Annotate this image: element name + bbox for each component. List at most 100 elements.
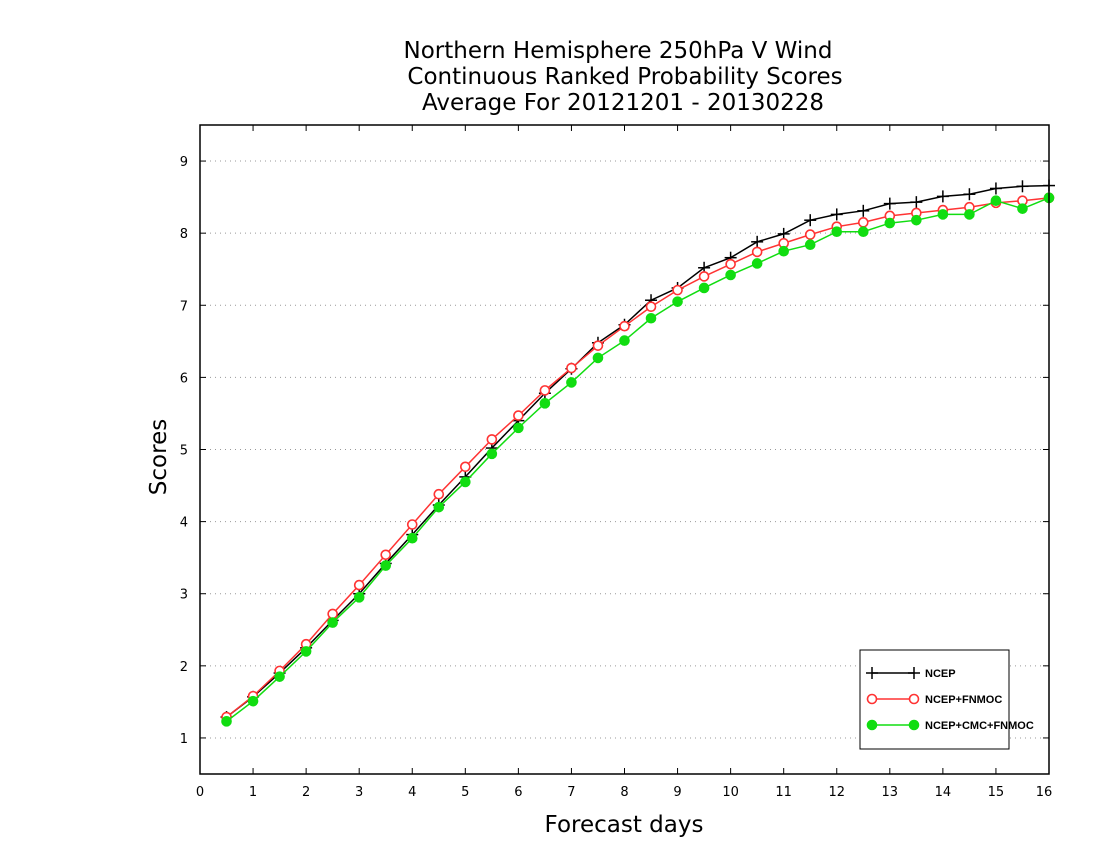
data-point-ncep-cmc-fnmoc [937,209,949,220]
data-point-ncep-fnmoc [460,461,471,473]
data-point-ncep [1016,180,1029,193]
data-point-ncep-fnmoc [672,284,683,296]
legend-marker-ncep [866,667,878,679]
series-line-ncep-fnmoc [226,197,1050,718]
x-tick-label: 2 [302,785,310,800]
data-point-ncep [830,208,843,221]
data-point-ncep-cmc-fnmoc [751,258,763,269]
x-tick-label: 6 [514,785,522,800]
legend-marker-ncep-fnmoc [866,693,878,705]
y-tick-label: 6 [180,371,188,386]
series-ncep [220,179,1055,724]
legend-marker-ncep [908,667,920,679]
series-layer [220,179,1055,727]
data-point-ncep-fnmoc [804,229,816,240]
series-ncep-cmc-fnmoc [221,192,1055,727]
y-tick-label: 5 [180,444,188,459]
data-point-ncep-cmc-fnmoc [513,422,524,434]
data-point-ncep-fnmoc [353,579,365,591]
x-tick-label: 4 [408,785,416,800]
legend-marker-ncep-fnmoc [908,693,920,705]
data-point-ncep-cmc-fnmoc [592,352,604,364]
data-point-ncep [883,197,896,210]
data-point-ncep-cmc-fnmoc [964,209,975,220]
y-tick-label: 4 [180,516,188,531]
data-point-ncep [804,214,817,227]
data-point-ncep-cmc-fnmoc [884,217,896,229]
x-tick-label: 14 [935,785,952,800]
data-point-ncep-cmc-fnmoc [725,269,736,281]
data-point-ncep-cmc-fnmoc [645,312,657,324]
x-tick-label: 9 [673,785,681,800]
plot-frame [199,124,1050,775]
data-point-ncep-fnmoc [592,340,604,351]
data-point-ncep-cmc-fnmoc [1017,203,1028,214]
x-tick-label: 12 [828,785,845,800]
legend: NCEP NCEP+FNMOC NCEP+CMC+FNMOC [859,649,1034,750]
data-point-ncep-fnmoc [406,519,418,530]
data-point-ncep-cmc-fnmoc [619,335,630,346]
data-point-ncep-fnmoc [751,246,763,258]
data-point-ncep-fnmoc [380,549,392,561]
y-tick-label: 8 [180,227,188,242]
data-point-ncep-cmc-fnmoc [911,214,922,226]
x-tick-label: 0 [196,785,204,800]
data-point-ncep-cmc-fnmoc [406,532,418,544]
data-point-ncep-fnmoc [486,434,498,445]
data-point-ncep-fnmoc [433,488,445,500]
x-tick-label: 15 [988,785,1005,800]
data-point-ncep-fnmoc [857,217,869,228]
chart-title-line-2: Continuous Ranked Probability Scores [407,64,842,90]
data-point-ncep-cmc-fnmoc [327,617,338,628]
y-tick-label: 7 [180,299,188,314]
data-point-ncep-cmc-fnmoc [698,282,710,294]
data-point-ncep-cmc-fnmoc [539,398,551,409]
data-point-ncep [857,204,870,217]
data-point-ncep-fnmoc [566,362,577,374]
data-point-ncep [936,190,949,203]
chart-title-line-1: Northern Hemisphere 250hPa V Wind [404,38,833,64]
data-point-ncep [777,227,790,240]
y-tick-label: 9 [180,155,188,170]
data-point-ncep-cmc-fnmoc [857,226,869,238]
x-tick-label: 11 [775,785,792,800]
series-line-ncep-cmc-fnmoc [226,197,1050,722]
data-point-ncep-fnmoc [725,258,736,270]
data-point-ncep-cmc-fnmoc [672,296,683,307]
data-point-ncep-cmc-fnmoc [831,226,843,238]
data-point-ncep-cmc-fnmoc [804,239,816,251]
data-point-ncep-cmc-fnmoc [274,671,285,682]
data-point-ncep [910,196,923,209]
data-point-ncep-fnmoc [513,410,524,421]
y-tick-label: 2 [180,660,188,675]
data-point-ncep-cmc-fnmoc [460,476,471,488]
legend-label-ncep: NCEP [925,668,956,680]
x-tick-label: 3 [355,785,363,800]
x-tick-label: 16 [1036,785,1053,800]
x-tick-label: 7 [567,785,575,800]
data-point-ncep-fnmoc [539,385,551,396]
data-point-ncep-cmc-fnmoc [300,646,312,657]
data-point-ncep-cmc-fnmoc [778,245,789,257]
legend-marker-ncep-cmc-fnmoc [908,719,920,731]
data-point-ncep-cmc-fnmoc [221,716,232,727]
data-point-ncep-fnmoc [698,271,710,282]
y-axis-label: Scores [146,419,172,495]
series-line-ncep [226,184,1050,718]
data-point-ncep-fnmoc [619,320,630,332]
y-tick-label: 1 [180,732,188,747]
data-point-ncep-fnmoc [327,608,338,620]
legend-marker-ncep-cmc-fnmoc [866,719,878,731]
data-point-ncep [751,235,764,248]
legend-label-ncep-fnmoc: NCEP+FNMOC [925,694,1002,706]
series-ncep-fnmoc [221,192,1055,723]
data-point-ncep-cmc-fnmoc [380,560,392,571]
data-point-ncep [989,182,1002,195]
x-tick-label: 1 [249,785,257,800]
x-tick-label: 8 [620,785,628,800]
x-tick-label: 5 [461,785,469,800]
data-point-ncep-cmc-fnmoc [990,195,1002,207]
y-tick-label: 3 [180,588,188,603]
data-point-ncep-cmc-fnmoc [353,592,365,603]
